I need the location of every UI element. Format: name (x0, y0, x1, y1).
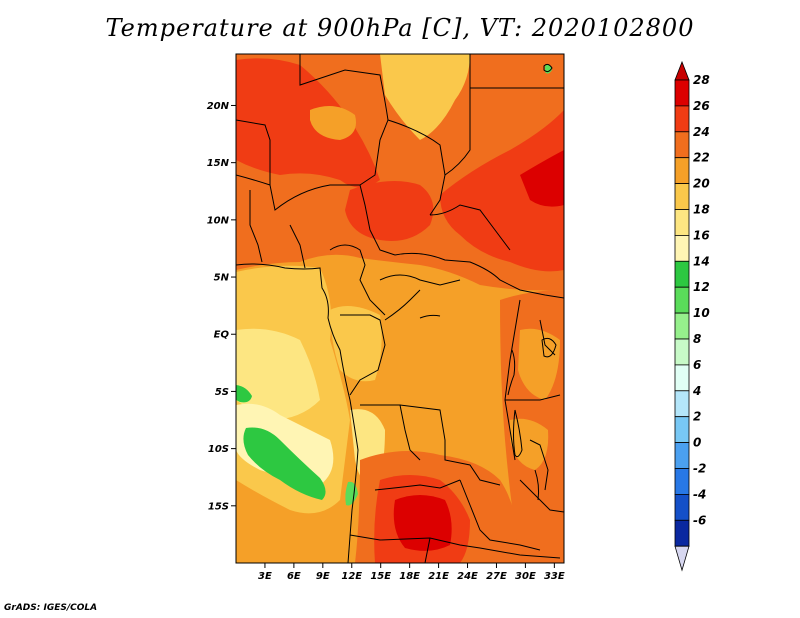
lat-tick-label: 5S (215, 387, 229, 398)
colorbar-swatch (674, 209, 690, 236)
lat-tick-label: 20N (207, 101, 230, 112)
lon-tick-label: 30E (515, 571, 536, 582)
colorbar-label: 2 (693, 410, 701, 424)
lon-tick-label: 12E (341, 571, 362, 582)
colorbar-swatch (674, 157, 690, 184)
lat-tick-label: 5N (214, 273, 230, 284)
colorbar-label: -2 (693, 462, 706, 476)
colorbar-swatch (674, 131, 690, 159)
colorbar-label: 22 (693, 151, 710, 165)
colorbar-label: 14 (693, 254, 710, 268)
colorbar-label: 0 (693, 436, 701, 450)
colorbar-label: 20 (693, 177, 710, 191)
colorbar-swatch (674, 105, 690, 133)
country-borders (236, 54, 564, 563)
latitude-axis: 20N 15N 10N 5N EQ 5S 10S 15S (207, 101, 236, 512)
longitude-axis: 3E 6E 9E 12E 15E 18E 21E 24E 27E 30E 33E (258, 563, 565, 582)
colorbar-top-arrow (674, 60, 690, 81)
map-frame (235, 53, 565, 564)
lon-tick-label: 3E (258, 571, 272, 582)
colorbar-label: -4 (693, 487, 706, 501)
map-title: Temperature at 900hPa [C], VT: 202010280… (105, 14, 695, 42)
lat-tick-label: 15N (207, 158, 230, 169)
lon-tick-label: 21E (428, 571, 449, 582)
lat-tick-label: 15S (208, 501, 229, 512)
colorbar-label: 8 (693, 332, 701, 346)
colorbar-label: 4 (692, 384, 701, 398)
colorbar-label: 10 (693, 306, 710, 320)
colorbar-swatch (674, 442, 690, 469)
colorbar-swatch (674, 183, 690, 210)
lon-tick-label: 18E (399, 571, 420, 582)
colorbar-swatch (674, 312, 690, 340)
lat-tick-label: EQ (214, 330, 230, 341)
lon-tick-label: 15E (370, 571, 391, 582)
colorbar-swatch (674, 390, 690, 418)
colorbar-bottom-arrow (674, 545, 690, 572)
lon-tick-label: 9E (316, 571, 330, 582)
colorbar-label: 18 (693, 203, 710, 217)
colorbar-swatch (674, 234, 690, 262)
colorbar-swatch (674, 493, 690, 521)
lon-tick-label: 24E (457, 571, 478, 582)
colorbar-swatch (674, 364, 690, 392)
grads-credit: GrADS: IGES/COLA (4, 603, 98, 613)
colorbar-swatch (674, 79, 690, 107)
colorbar-label: 12 (693, 280, 710, 294)
colorbar-swatch (674, 338, 690, 366)
colorbar-label: 26 (693, 99, 710, 113)
colorbar-swatch (674, 286, 690, 314)
lat-tick-label: 10S (208, 444, 229, 455)
colorbar-swatch (674, 519, 690, 547)
colorbar-swatch (674, 416, 690, 444)
colorbar-label: 16 (693, 228, 710, 242)
colorbar-label: 28 (693, 73, 710, 87)
colorbar-label: 6 (693, 358, 701, 372)
lon-tick-label: 6E (287, 571, 301, 582)
colorbar-label: -6 (693, 513, 706, 527)
lon-tick-label: 33E (544, 571, 565, 582)
lon-tick-label: 27E (486, 571, 507, 582)
colorbar-label: 24 (693, 125, 710, 139)
colorbar-swatch (674, 260, 690, 288)
lat-tick-label: 10N (207, 215, 230, 226)
colorbar-swatch (674, 468, 690, 495)
